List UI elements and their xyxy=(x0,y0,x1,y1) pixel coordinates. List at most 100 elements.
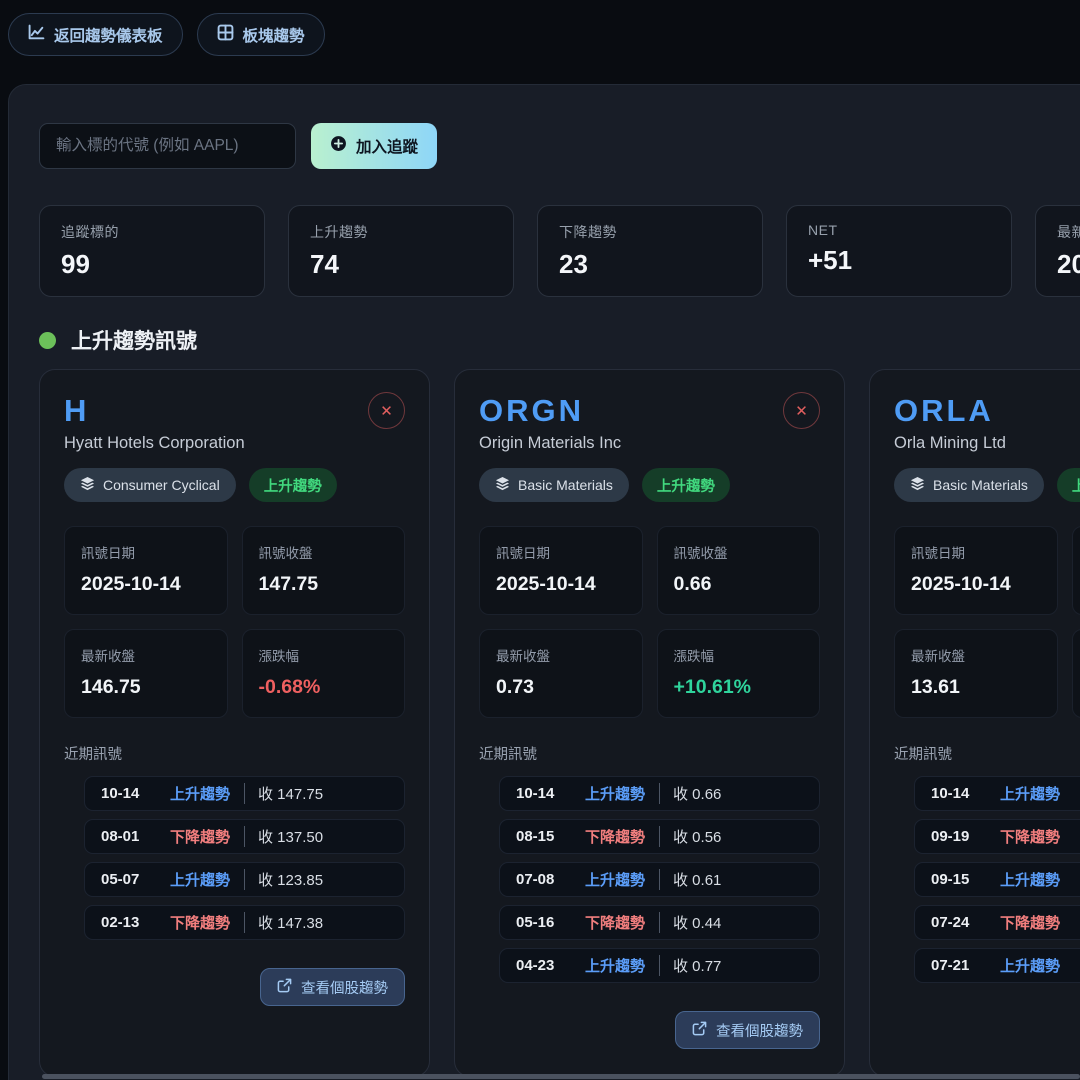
recent-signals-label: 近期訊號 xyxy=(894,747,952,764)
view-button-label: 查看個股趨勢 xyxy=(716,1023,803,1040)
green-dot-icon xyxy=(39,331,56,349)
external-link-icon xyxy=(277,978,292,997)
stat-latest-signal-date: 最新訊號日 2025-10-14 xyxy=(1035,205,1080,297)
view-stock-trend-button[interactable]: 查看個股趨勢 xyxy=(675,1011,820,1050)
signal-list: 10-14 上升趨勢 收 0.66 08-15 下降趨勢 收 0.56 07-0… xyxy=(499,776,820,984)
metrics-grid: 訊號日期 2025-10-14 訊號收盤 147.75 最新收盤 146.75 … xyxy=(64,526,405,719)
stat-label: 最新訊號日 xyxy=(1057,224,1080,240)
stat-value: 2025-10-14 xyxy=(1057,249,1080,279)
uptrend-tag: 上升趨勢 xyxy=(248,468,337,503)
signal-row: 07-21 上升趨勢 xyxy=(914,948,1080,984)
line-chart-icon xyxy=(28,24,45,46)
tag-row: Consumer Cyclical 上升趨勢 xyxy=(64,468,405,503)
plus-circle-icon xyxy=(330,135,347,157)
stat-label: 追蹤標的 xyxy=(61,224,119,240)
ticker-symbol-input[interactable] xyxy=(39,123,296,169)
horizontal-scrollbar[interactable] xyxy=(42,1074,1080,1079)
signal-list: 10-14 上升趨勢 09-19 下降趨勢 09-15 上升趨勢 07-24 下… xyxy=(914,776,1080,984)
summary-stats-row: 追蹤標的 99 上升趨勢 74 下降趨勢 23 NET +51 最新訊號日 20… xyxy=(39,205,1080,297)
metric-signal-date: 訊號日期 2025-10-14 xyxy=(64,526,228,616)
sector-tag: Consumer Cyclical xyxy=(64,468,236,503)
back-button-label: 返回趨勢儀表板 xyxy=(54,27,163,45)
sector-tag: Basic Materials xyxy=(894,468,1044,503)
stat-downtrend-count: 下降趨勢 23 xyxy=(537,205,763,297)
add-button-label: 加入追蹤 xyxy=(356,139,419,156)
metric-signal-close: 訊號收盤 xyxy=(1071,526,1080,616)
stock-cards-row: H ✕ Hyatt Hotels Corporation Consumer Cy… xyxy=(39,369,1080,1077)
stock-card-orla: ORLA ✕ Orla Mining Ltd Basic Materials 上… xyxy=(869,369,1080,1077)
ticker-symbol: ORLA xyxy=(894,393,994,428)
metric-change-pct: 漲跌幅 -0.68% xyxy=(241,629,405,719)
signal-row: 09-19 下降趨勢 xyxy=(914,819,1080,855)
grid-icon xyxy=(217,24,234,46)
watchlist-add-row: 加入追蹤 xyxy=(39,123,1080,169)
metric-change-pct: 漲跌幅 +10.61% xyxy=(656,629,820,719)
signal-list: 10-14 上升趨勢 收 147.75 08-01 下降趨勢 收 137.50 … xyxy=(84,776,405,941)
add-to-watchlist-button[interactable]: 加入追蹤 xyxy=(311,123,438,169)
metric-signal-close: 訊號收盤 0.66 xyxy=(656,526,820,616)
sector-trends-button[interactable]: 板塊趨勢 xyxy=(196,13,325,56)
signal-row: 02-13 下降趨勢 收 147.38 xyxy=(84,905,405,941)
stat-tracked-count: 追蹤標的 99 xyxy=(39,205,265,297)
stat-value: 74 xyxy=(310,249,339,279)
signal-row: 10-14 上升趨勢 收 147.75 xyxy=(84,776,405,812)
signal-row: 05-07 上升趨勢 收 123.85 xyxy=(84,862,405,898)
tag-row: Basic Materials 上升趨勢 xyxy=(894,468,1080,503)
sector-label: Basic Materials xyxy=(933,477,1028,494)
stat-value: 23 xyxy=(559,249,588,279)
stat-label: NET xyxy=(808,222,838,238)
metric-latest-close: 最新收盤 0.73 xyxy=(479,629,643,719)
signal-row: 10-14 上升趨勢 xyxy=(914,776,1080,812)
metric-signal-close: 訊號收盤 147.75 xyxy=(241,526,405,616)
signal-row: 04-23 上升趨勢 收 0.77 xyxy=(499,948,820,984)
metric-signal-date: 訊號日期 2025-10-14 xyxy=(479,526,643,616)
view-stock-trend-button[interactable]: 查看個股趨勢 xyxy=(260,968,405,1007)
close-icon: ✕ xyxy=(795,402,808,420)
stat-value: 99 xyxy=(61,249,90,279)
remove-card-button[interactable]: ✕ xyxy=(783,392,820,429)
section-title: 上升趨勢訊號 xyxy=(71,330,197,353)
close-icon: ✕ xyxy=(380,402,393,420)
remove-card-button[interactable]: ✕ xyxy=(368,392,405,429)
stat-value: +51 xyxy=(808,245,853,275)
sector-tag: Basic Materials xyxy=(479,468,629,503)
signal-row: 07-24 下降趨勢 xyxy=(914,905,1080,941)
tag-row: Basic Materials 上升趨勢 xyxy=(479,468,820,503)
recent-signals-label: 近期訊號 xyxy=(64,747,122,764)
sector-button-label: 板塊趨勢 xyxy=(242,27,305,45)
view-button-label: 查看個股趨勢 xyxy=(301,980,388,997)
metric-signal-date: 訊號日期 2025-10-14 xyxy=(894,526,1058,616)
ticker-symbol: H xyxy=(64,393,90,428)
signal-row: 05-16 下降趨勢 收 0.44 xyxy=(499,905,820,941)
company-name: Orla Mining Ltd xyxy=(894,434,1006,453)
signal-row: 08-01 下降趨勢 收 137.50 xyxy=(84,819,405,855)
metric-latest-close: 最新收盤 13.61 xyxy=(894,629,1058,719)
uptrend-tag: 上升趨勢 xyxy=(1056,468,1080,503)
layers-icon xyxy=(910,476,925,494)
signal-row: 08-15 下降趨勢 收 0.56 xyxy=(499,819,820,855)
recent-signals-label: 近期訊號 xyxy=(479,747,537,764)
layers-icon xyxy=(495,476,510,494)
stat-label: 下降趨勢 xyxy=(559,224,617,240)
ticker-symbol: ORGN xyxy=(479,393,584,428)
top-toolbar: 返回趨勢儀表板 板塊趨勢 xyxy=(8,13,325,56)
back-to-trend-dashboard-button[interactable]: 返回趨勢儀表板 xyxy=(8,13,183,56)
company-name: Hyatt Hotels Corporation xyxy=(64,434,245,453)
stat-net: NET +51 xyxy=(786,205,1012,297)
layers-icon xyxy=(80,476,95,494)
stat-label: 上升趨勢 xyxy=(310,224,368,240)
metrics-grid: 訊號日期 2025-10-14 訊號收盤 0.66 最新收盤 0.73 漲跌幅 … xyxy=(479,526,820,719)
sector-label: Basic Materials xyxy=(518,477,613,494)
sector-label: Consumer Cyclical xyxy=(103,477,220,494)
signal-row: 09-15 上升趨勢 xyxy=(914,862,1080,898)
uptrend-tag: 上升趨勢 xyxy=(641,468,730,503)
signal-row: 10-14 上升趨勢 收 0.66 xyxy=(499,776,820,812)
main-panel: 加入追蹤 追蹤標的 99 上升趨勢 74 下降趨勢 23 NET +51 最新訊… xyxy=(8,84,1080,1080)
stock-card-h: H ✕ Hyatt Hotels Corporation Consumer Cy… xyxy=(39,369,430,1077)
metric-change-pct: 漲跌幅 xyxy=(1071,629,1080,719)
uptrend-section-header: 上升趨勢訊號 xyxy=(39,325,1080,355)
signal-row: 07-08 上升趨勢 收 0.61 xyxy=(499,862,820,898)
metric-latest-close: 最新收盤 146.75 xyxy=(64,629,228,719)
stat-uptrend-count: 上升趨勢 74 xyxy=(288,205,514,297)
stock-card-orgn: ORGN ✕ Origin Materials Inc Basic Materi… xyxy=(454,369,845,1077)
